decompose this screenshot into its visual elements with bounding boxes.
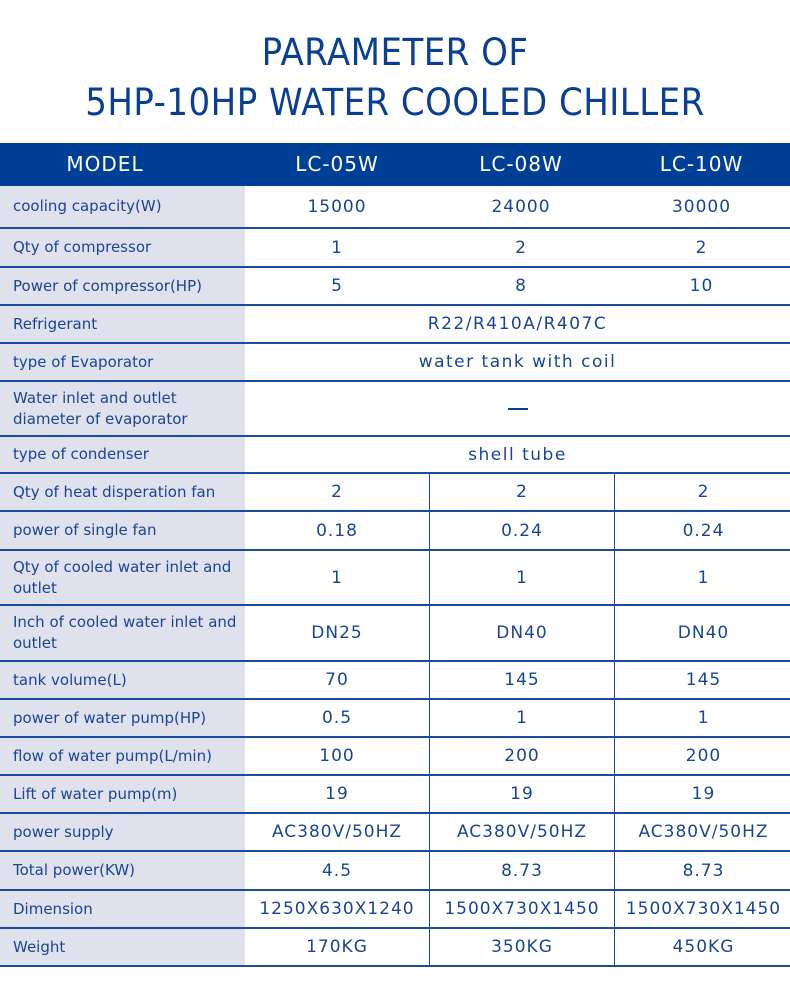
- value-cell: 170KG: [245, 929, 430, 965]
- row-label: Refrigerant: [0, 306, 245, 342]
- row-label: Dimension: [0, 891, 245, 927]
- header-model-label: MODEL: [66, 152, 144, 176]
- table-row: Lift of water pump(m) 19 19 19: [0, 776, 790, 814]
- page-title: PARAMETER OF 5HP-10HP WATER COOLED CHILL…: [32, 28, 759, 128]
- value-cell: 200: [685, 746, 722, 766]
- table-row: Qty of compressor 1 2 2: [0, 229, 790, 268]
- table-row: Qty of cooled water inlet and outlet 1 1…: [0, 551, 790, 606]
- value-cell: 0.24: [682, 520, 725, 541]
- row-label: Qty of compressor: [0, 229, 245, 266]
- table-row: power supply AC380V/50HZ AC380V/50HZ AC3…: [0, 814, 790, 852]
- row-label: power of single fan: [0, 512, 245, 549]
- condenser-type-value: shell tube: [468, 444, 567, 465]
- value-cell: 2: [430, 474, 615, 510]
- row-label: Total power(KW): [0, 852, 245, 889]
- value-cell: 1500X730X1450: [625, 899, 782, 919]
- value-cell: 30000: [671, 196, 732, 217]
- value-cell: 19: [691, 784, 716, 804]
- table-row: Weight 170KG 350KG 450KG: [0, 929, 790, 967]
- value-cell: 5: [331, 276, 343, 296]
- value-cell: AC380V/50HZ: [245, 814, 430, 850]
- table-row: Qty of heat disperation fan 2 2 2: [0, 474, 790, 512]
- value-cell: 19: [245, 776, 430, 812]
- value-cell: AC380V/50HZ: [638, 822, 769, 842]
- value-cell: 1: [430, 700, 615, 736]
- table-row: Power of compressor(HP) 5 8 10: [0, 268, 790, 306]
- value-cell: DN40: [430, 606, 615, 660]
- title-line-2: 5HP-10HP WATER COOLED CHILLER: [85, 81, 705, 124]
- row-label: Qty of cooled water inlet and outlet: [0, 551, 245, 604]
- row-label: Power of compressor(HP): [0, 268, 245, 304]
- value-cell: 19: [430, 776, 615, 812]
- value-cell: 1250X630X1240: [245, 891, 430, 927]
- value-cell: 350KG: [430, 929, 615, 965]
- value-cell: 70: [245, 662, 430, 698]
- row-label: power of water pump(HP): [0, 700, 245, 736]
- value-cell: 4.5: [245, 852, 430, 889]
- table-row: Water inlet and outlet diameter of evapo…: [0, 382, 790, 437]
- table-header: MODEL LC-05W LC-08W LC-10W: [0, 143, 790, 186]
- value-cell: 10: [689, 276, 714, 296]
- value-cell: 2: [515, 237, 527, 258]
- row-label: cooling capacity(W): [0, 186, 245, 227]
- value-cell: 2: [697, 482, 710, 502]
- row-label: flow of water pump(L/min): [0, 738, 245, 774]
- value-cell: 0.18: [245, 512, 430, 549]
- value-cell: 24000: [491, 196, 551, 217]
- value-cell: 8: [515, 276, 527, 296]
- value-cell: 1: [697, 567, 710, 588]
- table-row: type of condenser shell tube: [0, 437, 790, 474]
- evaporator-type-value: water tank with coil: [418, 352, 617, 372]
- title-line-1: PARAMETER OF: [261, 31, 529, 74]
- value-cell: 1: [331, 237, 343, 258]
- table-row: Inch of cooled water inlet and outlet DN…: [0, 606, 790, 662]
- value-cell: 0.5: [245, 700, 430, 736]
- value-cell: DN25: [245, 606, 430, 660]
- table-row: Total power(KW) 4.5 8.73 8.73: [0, 852, 790, 891]
- value-cell: 200: [430, 738, 615, 774]
- value-cell: 1: [697, 708, 710, 728]
- value-cell: 450KG: [672, 937, 735, 957]
- table-row: tank volume(L) 70 145 145: [0, 662, 790, 700]
- table-row: Refrigerant R22/R410A/R407C: [0, 306, 790, 344]
- value-cell: 8.73: [682, 860, 725, 881]
- table-row: type of Evaporator water tank with coil: [0, 344, 790, 382]
- row-label: tank volume(L): [0, 662, 245, 698]
- value-cell: 145: [685, 670, 722, 690]
- table-row: flow of water pump(L/min) 100 200 200: [0, 738, 790, 776]
- value-cell: 1: [430, 551, 615, 604]
- value-cell: 2: [245, 474, 430, 510]
- value-cell: 1500X730X1450: [430, 891, 615, 927]
- row-label: Lift of water pump(m): [0, 776, 245, 812]
- value-cell: 8.73: [430, 852, 615, 889]
- value-cell: 100: [245, 738, 430, 774]
- value-cell: AC380V/50HZ: [430, 814, 615, 850]
- dash-icon: [507, 407, 528, 410]
- row-label: Qty of heat disperation fan: [0, 474, 245, 510]
- table-row: cooling capacity(W) 15000 24000 30000: [0, 186, 790, 229]
- value-cell: 2: [695, 237, 708, 258]
- value-cell: DN40: [677, 623, 730, 643]
- row-label: power supply: [0, 814, 245, 850]
- row-label: Weight: [0, 929, 245, 965]
- value-cell: 1: [245, 551, 430, 604]
- evaporator-diameter-value: [245, 382, 790, 435]
- table-row: Dimension 1250X630X1240 1500X730X1450 15…: [0, 891, 790, 929]
- value-cell: 145: [430, 662, 615, 698]
- row-label: type of Evaporator: [0, 344, 245, 380]
- row-label: type of condenser: [0, 437, 245, 472]
- table-row: power of water pump(HP) 0.5 1 1: [0, 700, 790, 738]
- spec-table: cooling capacity(W) 15000 24000 30000 Qt…: [0, 186, 790, 967]
- header-model-lc08w: LC-08W: [479, 152, 563, 176]
- row-label: Water inlet and outlet diameter of evapo…: [0, 382, 245, 435]
- header-model-lc10w: LC-10W: [659, 152, 744, 176]
- value-cell: 0.24: [430, 512, 615, 549]
- table-row: power of single fan 0.18 0.24 0.24: [0, 512, 790, 551]
- row-label: Inch of cooled water inlet and outlet: [0, 606, 245, 660]
- header-model-lc05w: LC-05W: [295, 152, 379, 176]
- refrigerant-value: R22/R410A/R407C: [427, 314, 608, 334]
- value-cell: 15000: [307, 196, 367, 217]
